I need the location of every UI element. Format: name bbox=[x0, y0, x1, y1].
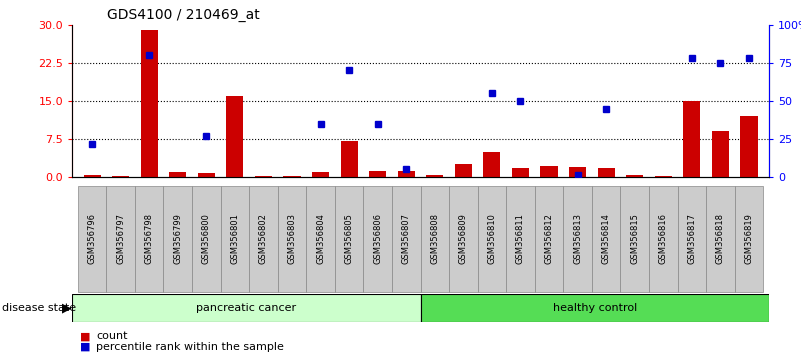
Bar bbox=[335, 186, 364, 292]
Text: GSM356806: GSM356806 bbox=[373, 213, 382, 264]
Bar bbox=[541, 166, 557, 177]
Bar bbox=[78, 186, 107, 292]
Text: GSM356810: GSM356810 bbox=[488, 213, 497, 264]
Text: GSM356813: GSM356813 bbox=[573, 213, 582, 264]
Text: GSM356815: GSM356815 bbox=[630, 213, 639, 264]
Text: GSM356803: GSM356803 bbox=[288, 213, 296, 264]
Text: GSM356797: GSM356797 bbox=[116, 213, 125, 264]
Bar bbox=[163, 186, 192, 292]
Bar bbox=[249, 186, 278, 292]
Text: GSM356812: GSM356812 bbox=[545, 213, 553, 264]
Text: GSM356798: GSM356798 bbox=[145, 213, 154, 264]
Bar bbox=[364, 186, 392, 292]
Bar bbox=[169, 172, 187, 177]
Text: GSM356802: GSM356802 bbox=[259, 213, 268, 264]
Text: GSM356804: GSM356804 bbox=[316, 213, 325, 264]
Text: GSM356808: GSM356808 bbox=[430, 213, 439, 264]
Bar bbox=[397, 171, 415, 177]
Bar bbox=[192, 186, 220, 292]
Bar bbox=[535, 186, 563, 292]
Text: ▶: ▶ bbox=[62, 302, 71, 314]
Bar bbox=[706, 186, 735, 292]
Text: GSM356811: GSM356811 bbox=[516, 213, 525, 264]
Text: GSM356819: GSM356819 bbox=[744, 213, 754, 264]
Bar bbox=[227, 96, 244, 177]
Bar bbox=[712, 131, 729, 177]
Text: percentile rank within the sample: percentile rank within the sample bbox=[96, 342, 284, 352]
Bar bbox=[626, 176, 643, 177]
Bar bbox=[340, 142, 358, 177]
Bar bbox=[312, 172, 329, 177]
Text: GSM356817: GSM356817 bbox=[687, 213, 696, 264]
Bar bbox=[477, 186, 506, 292]
Bar bbox=[592, 186, 621, 292]
Bar bbox=[483, 152, 501, 177]
Bar bbox=[569, 167, 586, 177]
Text: GSM356816: GSM356816 bbox=[658, 213, 668, 264]
Text: disease state: disease state bbox=[2, 303, 76, 313]
Text: GSM356801: GSM356801 bbox=[231, 213, 239, 264]
Text: GSM356800: GSM356800 bbox=[202, 213, 211, 264]
Text: GSM356809: GSM356809 bbox=[459, 213, 468, 264]
Bar bbox=[512, 168, 529, 177]
Bar bbox=[392, 186, 421, 292]
Text: GSM356796: GSM356796 bbox=[87, 213, 97, 264]
Bar bbox=[683, 101, 700, 177]
Bar bbox=[678, 186, 706, 292]
Text: GSM356799: GSM356799 bbox=[173, 213, 183, 264]
Text: GSM356814: GSM356814 bbox=[602, 213, 610, 264]
Bar bbox=[621, 186, 649, 292]
Bar bbox=[421, 186, 449, 292]
Bar bbox=[198, 173, 215, 177]
Bar bbox=[426, 176, 444, 177]
Text: GSM356807: GSM356807 bbox=[402, 213, 411, 264]
Bar bbox=[278, 186, 306, 292]
Bar bbox=[740, 116, 758, 177]
Text: count: count bbox=[96, 331, 127, 341]
Bar bbox=[506, 186, 535, 292]
Bar bbox=[455, 164, 472, 177]
Text: pancreatic cancer: pancreatic cancer bbox=[196, 303, 296, 313]
Bar bbox=[735, 186, 763, 292]
Bar bbox=[83, 176, 101, 177]
Bar bbox=[72, 294, 421, 322]
Bar bbox=[563, 186, 592, 292]
Text: healthy control: healthy control bbox=[553, 303, 637, 313]
Text: GSM356805: GSM356805 bbox=[344, 213, 353, 264]
Bar bbox=[141, 30, 158, 177]
Text: GSM356818: GSM356818 bbox=[716, 213, 725, 264]
Bar bbox=[369, 171, 386, 177]
Bar bbox=[649, 186, 678, 292]
Bar bbox=[598, 168, 614, 177]
Bar bbox=[107, 186, 135, 292]
Bar bbox=[135, 186, 163, 292]
Text: GDS4100 / 210469_at: GDS4100 / 210469_at bbox=[107, 8, 260, 22]
Text: ■: ■ bbox=[80, 342, 91, 352]
Bar bbox=[306, 186, 335, 292]
Bar bbox=[449, 186, 477, 292]
Text: ■: ■ bbox=[80, 331, 91, 341]
Bar bbox=[421, 294, 769, 322]
Bar bbox=[220, 186, 249, 292]
